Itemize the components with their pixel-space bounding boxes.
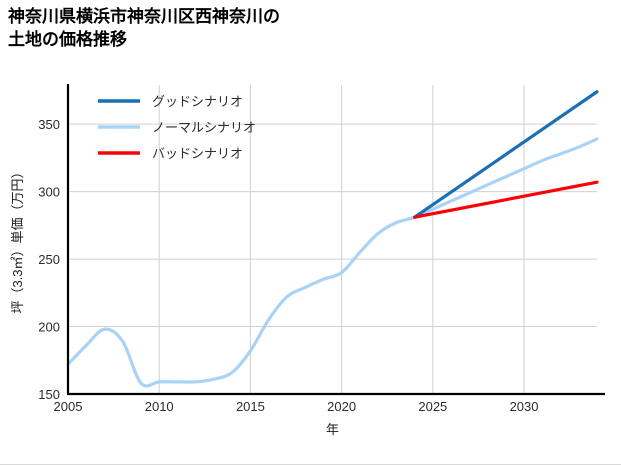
x-tick-label: 2025 [418,399,447,414]
x-tick-label: 2005 [54,399,83,414]
legend-label: バッドシナリオ [152,146,243,161]
y-axis-label: 坪（3.3㎡）単価（万円） [10,165,25,313]
legend-label: グッドシナリオ [152,94,243,109]
y-tick-label: 300 [38,185,60,200]
y-tick-label: 250 [38,252,60,267]
legend-label: ノーマルシナリオ [152,120,256,135]
x-tick-label: 2010 [145,399,174,414]
y-tick-label: 150 [38,387,60,402]
axis-labels: 年 坪（3.3㎡）単価（万円） [10,165,339,437]
axis-spines [66,84,605,396]
x-tick-label: 2015 [236,399,265,414]
series-line [66,137,599,388]
y-tick-label: 350 [38,117,60,132]
series-line [412,180,599,219]
x-tick-label: 2020 [327,399,356,414]
series-layer [66,90,599,388]
page-title: 神奈川県横浜市神奈川区西神奈川の 土地の価格推移 [8,7,280,49]
x-axis-label: 年 [326,422,339,437]
series-line [412,90,599,219]
x-tick-label: 2030 [510,399,539,414]
gridlines [67,85,597,395]
y-tick-label: 200 [38,320,60,335]
y-axis-ticks: 150 200 250 300 350 [38,117,60,402]
x-axis-ticks: 2005 2010 2015 2020 2025 2030 [54,399,539,414]
